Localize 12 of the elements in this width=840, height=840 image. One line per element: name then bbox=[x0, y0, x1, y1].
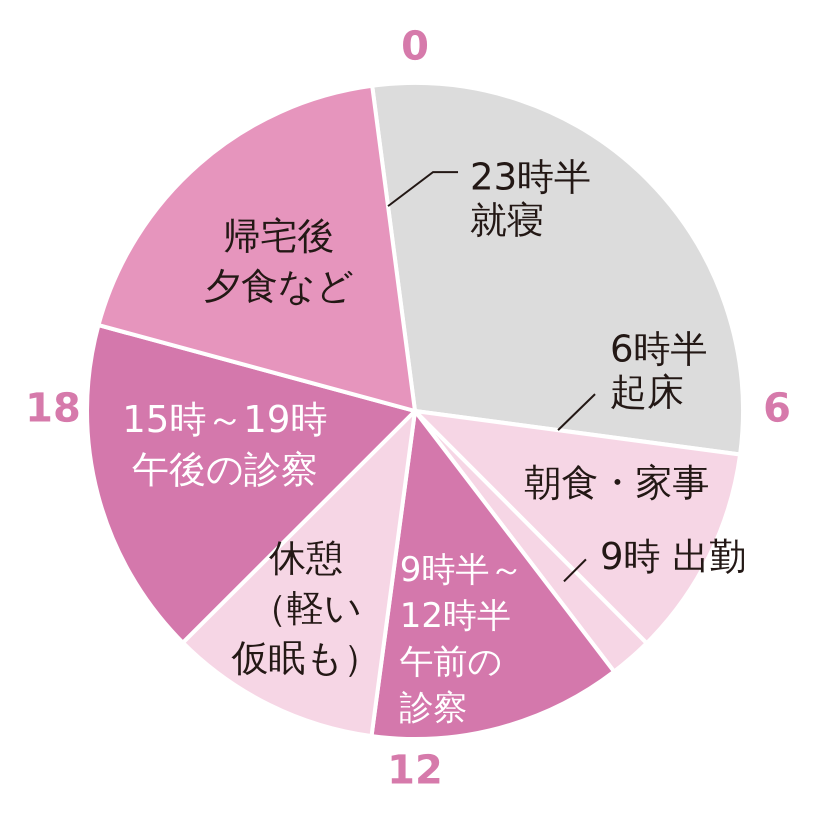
slice-label: 9時 出勤 bbox=[600, 535, 746, 578]
slice-label: 休憩（軽い仮眠も） bbox=[230, 536, 381, 680]
text: 18 bbox=[25, 385, 81, 432]
text: 6 bbox=[763, 385, 791, 432]
slice-label: 9時半～12時半午前の診察 bbox=[400, 550, 524, 728]
text: 0 bbox=[401, 23, 429, 70]
slice-label: 15時～19時午後の診察 bbox=[122, 398, 328, 492]
slice-label: 帰宅後夕食など bbox=[204, 214, 354, 308]
text: 6時半起床 bbox=[610, 328, 708, 414]
text: 23時半就寝 bbox=[470, 156, 592, 242]
text: 12 bbox=[387, 747, 443, 794]
slice-label: 朝食・家事 bbox=[524, 460, 710, 504]
